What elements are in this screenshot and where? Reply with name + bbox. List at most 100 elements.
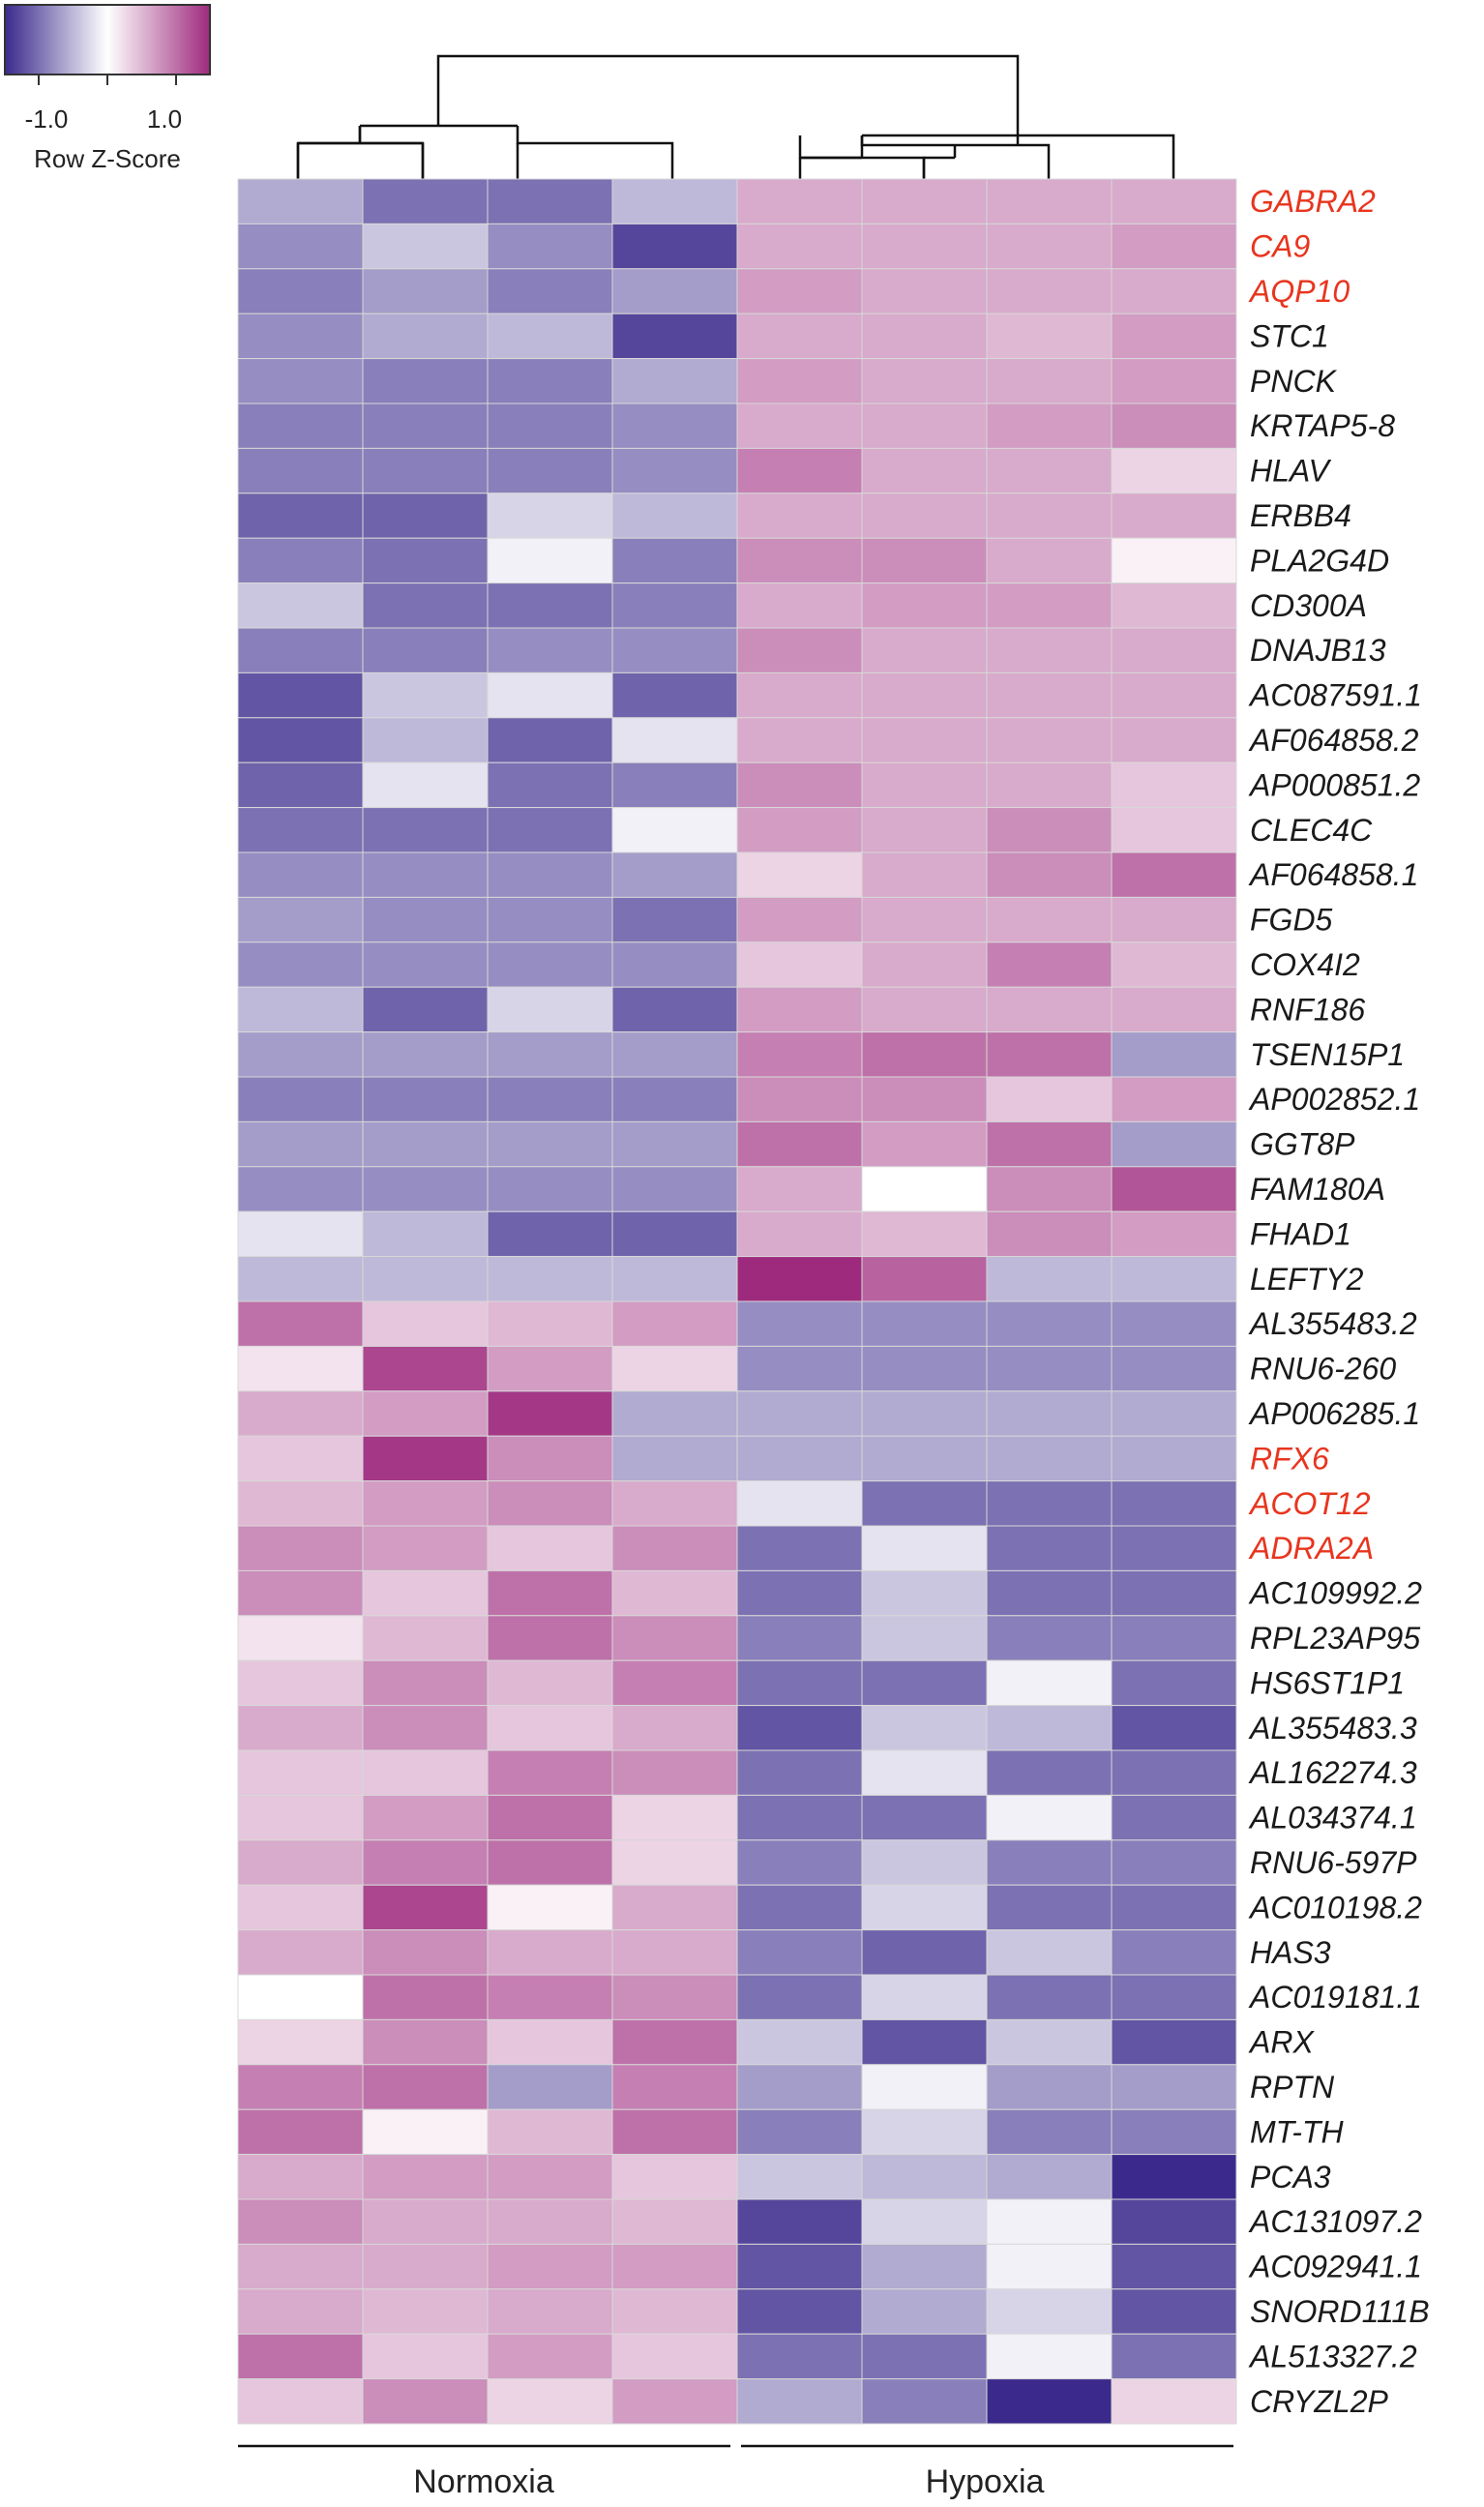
heatmap-cell xyxy=(736,2154,863,2200)
heatmap-cell xyxy=(237,1884,364,1931)
heatmap-cell xyxy=(986,2108,1113,2156)
heatmap-cell xyxy=(487,1120,613,1168)
group-annotations: Normoxia Hypoxia xyxy=(238,2444,1233,2500)
heatmap-cell xyxy=(487,1390,613,1437)
heatmap-cell xyxy=(362,2064,489,2110)
heatmap-cell xyxy=(736,1031,863,1078)
heatmap-cell xyxy=(611,1166,738,1212)
heatmap-cell xyxy=(861,1615,988,1661)
heatmap-cell xyxy=(362,896,489,943)
heatmap-cell xyxy=(861,1929,988,1976)
heatmap-cell xyxy=(487,492,613,539)
heatmap-cell xyxy=(611,1615,738,1661)
heatmap-cell xyxy=(362,403,489,449)
row-label-gene: CA9 xyxy=(1250,229,1310,264)
heatmap-cell xyxy=(736,1569,863,1617)
heatmap-cell xyxy=(861,1031,988,1078)
heatmap-cell xyxy=(861,1345,988,1392)
row-label-gene: PNCK xyxy=(1250,364,1338,399)
heatmap-cell xyxy=(861,2018,988,2066)
row-label-gene: STC1 xyxy=(1250,318,1329,353)
heatmap-cell xyxy=(986,2378,1113,2425)
heatmap-cell xyxy=(736,1435,863,1482)
heatmap-cell xyxy=(237,807,364,853)
heatmap-cell xyxy=(362,1256,489,1302)
heatmap-cell xyxy=(611,447,738,494)
heatmap-cell xyxy=(611,2243,738,2290)
heatmap-cell xyxy=(861,1480,988,1527)
heatmap-cell xyxy=(986,1749,1113,1796)
heatmap-cell xyxy=(237,1615,364,1661)
heatmap-cell xyxy=(861,268,988,314)
row-label-gene: FGD5 xyxy=(1250,903,1333,938)
row-label-gene: FAM180A xyxy=(1250,1172,1385,1207)
color-key-title: Row Z-Score xyxy=(34,144,181,173)
heatmap-cell xyxy=(736,492,863,539)
heatmap-cell xyxy=(237,1210,364,1258)
heatmap-cell xyxy=(362,582,489,629)
heatmap-cell xyxy=(861,1794,988,1841)
heatmap-cell xyxy=(362,1076,489,1122)
heatmap-cell xyxy=(237,2108,364,2156)
heatmap-cell xyxy=(986,672,1113,719)
heatmap-cell xyxy=(237,403,364,449)
heatmap-cell xyxy=(487,1929,613,1976)
heatmap-cell xyxy=(237,1345,364,1392)
heatmap-cell xyxy=(736,1974,863,2020)
heatmap-cell xyxy=(736,1525,863,1571)
heatmap-cell xyxy=(986,717,1113,763)
heatmap-cell xyxy=(736,807,863,853)
heatmap-cell xyxy=(362,627,489,673)
heatmap-cell xyxy=(736,582,863,629)
heatmap-cell xyxy=(237,2243,364,2290)
heatmap-cell xyxy=(986,1210,1113,1258)
heatmap-cell xyxy=(237,268,364,314)
heatmap-cell xyxy=(736,2378,863,2425)
heatmap-cell xyxy=(1111,896,1237,943)
heatmap-cell xyxy=(487,1884,613,1931)
row-label-gene: ACOT12 xyxy=(1248,1486,1371,1521)
row-label-gene: GGT8P xyxy=(1250,1127,1355,1162)
color-key-bar xyxy=(4,4,211,75)
heatmap-cell xyxy=(362,358,489,404)
heatmap-cell xyxy=(362,717,489,763)
heatmap-cell xyxy=(861,1300,988,1347)
heatmap-cell xyxy=(736,1300,863,1347)
heatmap-cell xyxy=(611,986,738,1033)
heatmap-cell xyxy=(611,2108,738,2156)
heatmap-cell xyxy=(487,313,613,360)
heatmap-cell xyxy=(237,717,364,763)
heatmap-cell xyxy=(611,1076,738,1122)
heatmap-cell xyxy=(986,1031,1113,1078)
heatmap-cell xyxy=(237,2154,364,2200)
heatmap-cell xyxy=(861,2378,988,2425)
heatmap-cell xyxy=(611,1256,738,1302)
heatmap-cell xyxy=(487,1659,613,1707)
heatmap-cell xyxy=(611,313,738,360)
heatmap-cell xyxy=(1111,1390,1237,1437)
heatmap-cell xyxy=(237,1839,364,1886)
heatmap-cell xyxy=(986,1794,1113,1841)
heatmap-cell xyxy=(1111,1345,1237,1392)
heatmap-cell xyxy=(1111,941,1237,988)
heatmap-cell xyxy=(611,1929,738,1976)
row-label-gene: AF064858.1 xyxy=(1248,857,1418,892)
heatmap-cell xyxy=(1111,1120,1237,1168)
heatmap-cell xyxy=(1111,1525,1237,1571)
heatmap-cell xyxy=(986,2018,1113,2066)
heatmap-cell xyxy=(861,492,988,539)
heatmap-cell xyxy=(986,851,1113,898)
heatmap-cell xyxy=(487,986,613,1033)
heatmap-cell xyxy=(237,447,364,494)
heatmap-cell xyxy=(237,1794,364,1841)
heatmap-cell xyxy=(362,1031,489,1078)
heatmap-cell xyxy=(487,1569,613,1617)
heatmap-cell xyxy=(487,1705,613,1751)
heatmap-cell xyxy=(1111,447,1237,494)
heatmap-cell xyxy=(611,851,738,898)
row-label-gene: SNORD111B xyxy=(1250,2294,1430,2329)
heatmap-cell xyxy=(487,1166,613,1212)
heatmap-cell xyxy=(487,761,613,809)
heatmap-cell xyxy=(736,2064,863,2110)
heatmap-cell xyxy=(362,2108,489,2156)
